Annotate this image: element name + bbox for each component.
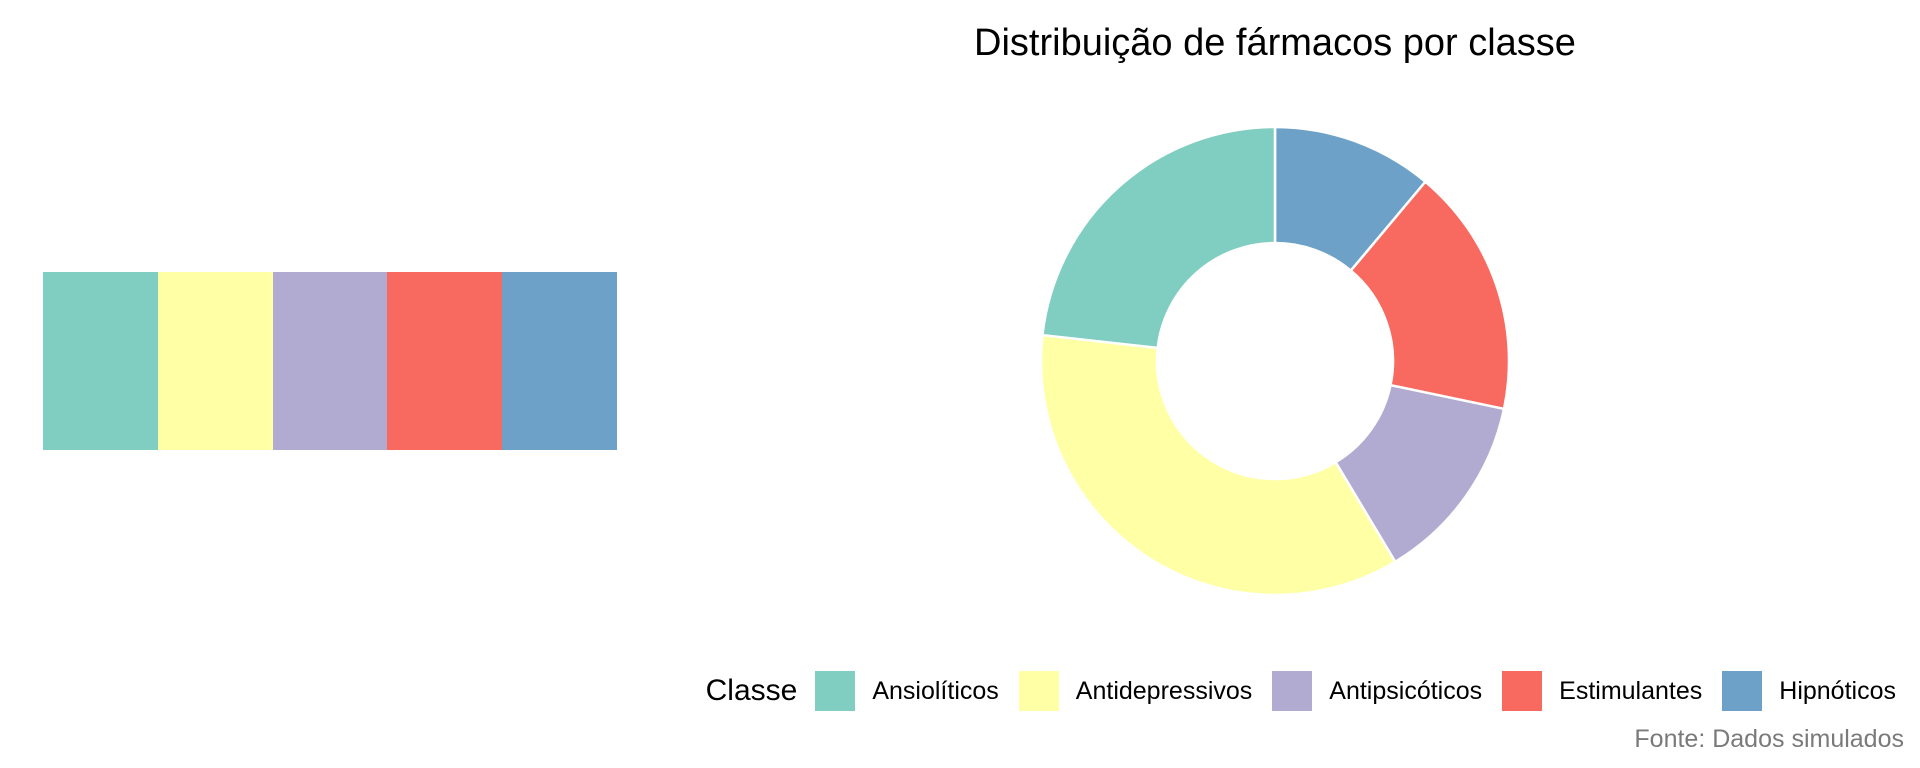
chart-caption: Fonte: Dados simulados xyxy=(1634,725,1904,753)
palette-swatch xyxy=(272,272,388,450)
chart-title: Distribuição de fármacos por classe xyxy=(974,22,1576,64)
donut-slice-2 xyxy=(1039,333,1397,597)
palette-swatch xyxy=(43,272,158,450)
legend-key xyxy=(1272,671,1313,711)
palette-swatch xyxy=(157,272,273,450)
legend-item: Estimulantes xyxy=(1502,671,1702,711)
legend-label: Ansiolíticos xyxy=(872,676,999,705)
legend-label: Estimulantes xyxy=(1559,676,1703,705)
legend-label: Antidepressivos xyxy=(1075,676,1253,705)
donut-slice-3 xyxy=(1333,383,1506,564)
legend-item: Antipsicóticos xyxy=(1272,671,1482,711)
donut-slice-4 xyxy=(1349,179,1511,411)
legend-label: Hipnóticos xyxy=(1779,676,1896,705)
donut-chart xyxy=(1039,125,1511,597)
palette-swatch xyxy=(502,272,617,450)
legend-item: Hipnóticos xyxy=(1722,671,1896,711)
legend-key xyxy=(1722,671,1763,711)
legend-key xyxy=(815,671,856,711)
legend-items: Ansiolíticos Antidepressivos Antipsicótico… xyxy=(815,671,1896,711)
legend-item: Antidepressivos xyxy=(1018,671,1253,711)
legend-item: Ansiolíticos xyxy=(815,671,999,711)
legend: Classe Ansiolíticos Antidepressivos Antips… xyxy=(706,670,1896,712)
legend-key xyxy=(1502,671,1543,711)
legend-label: Antipsicóticos xyxy=(1329,676,1483,705)
donut-slice-1 xyxy=(1041,125,1277,350)
legend-title: Classe xyxy=(705,674,798,707)
palette-swatch xyxy=(387,272,503,450)
color-palette-strip xyxy=(43,272,617,450)
legend-key xyxy=(1018,671,1059,711)
